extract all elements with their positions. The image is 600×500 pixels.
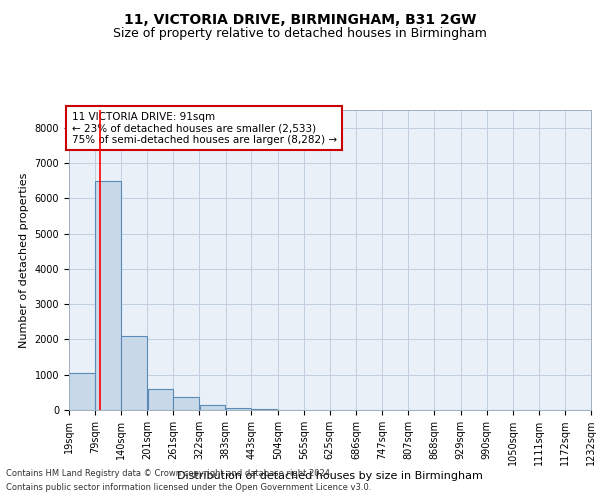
Bar [252,409,277,410]
Bar [226,408,251,410]
Bar [173,396,199,410]
Text: Size of property relative to detached houses in Birmingham: Size of property relative to detached ho… [113,28,487,40]
Text: Contains public sector information licensed under the Open Government Licence v3: Contains public sector information licen… [6,484,371,492]
Bar [69,373,95,410]
Text: 11, VICTORIA DRIVE, BIRMINGHAM, B31 2GW: 11, VICTORIA DRIVE, BIRMINGHAM, B31 2GW [124,12,476,26]
Bar [95,180,121,410]
Bar [148,389,173,410]
Y-axis label: Number of detached properties: Number of detached properties [19,172,29,348]
Text: 11 VICTORIA DRIVE: 91sqm
← 23% of detached houses are smaller (2,533)
75% of sem: 11 VICTORIA DRIVE: 91sqm ← 23% of detach… [71,112,337,144]
X-axis label: Distribution of detached houses by size in Birmingham: Distribution of detached houses by size … [177,471,483,481]
Text: Contains HM Land Registry data © Crown copyright and database right 2024.: Contains HM Land Registry data © Crown c… [6,468,332,477]
Bar [200,406,226,410]
Bar [121,336,147,410]
